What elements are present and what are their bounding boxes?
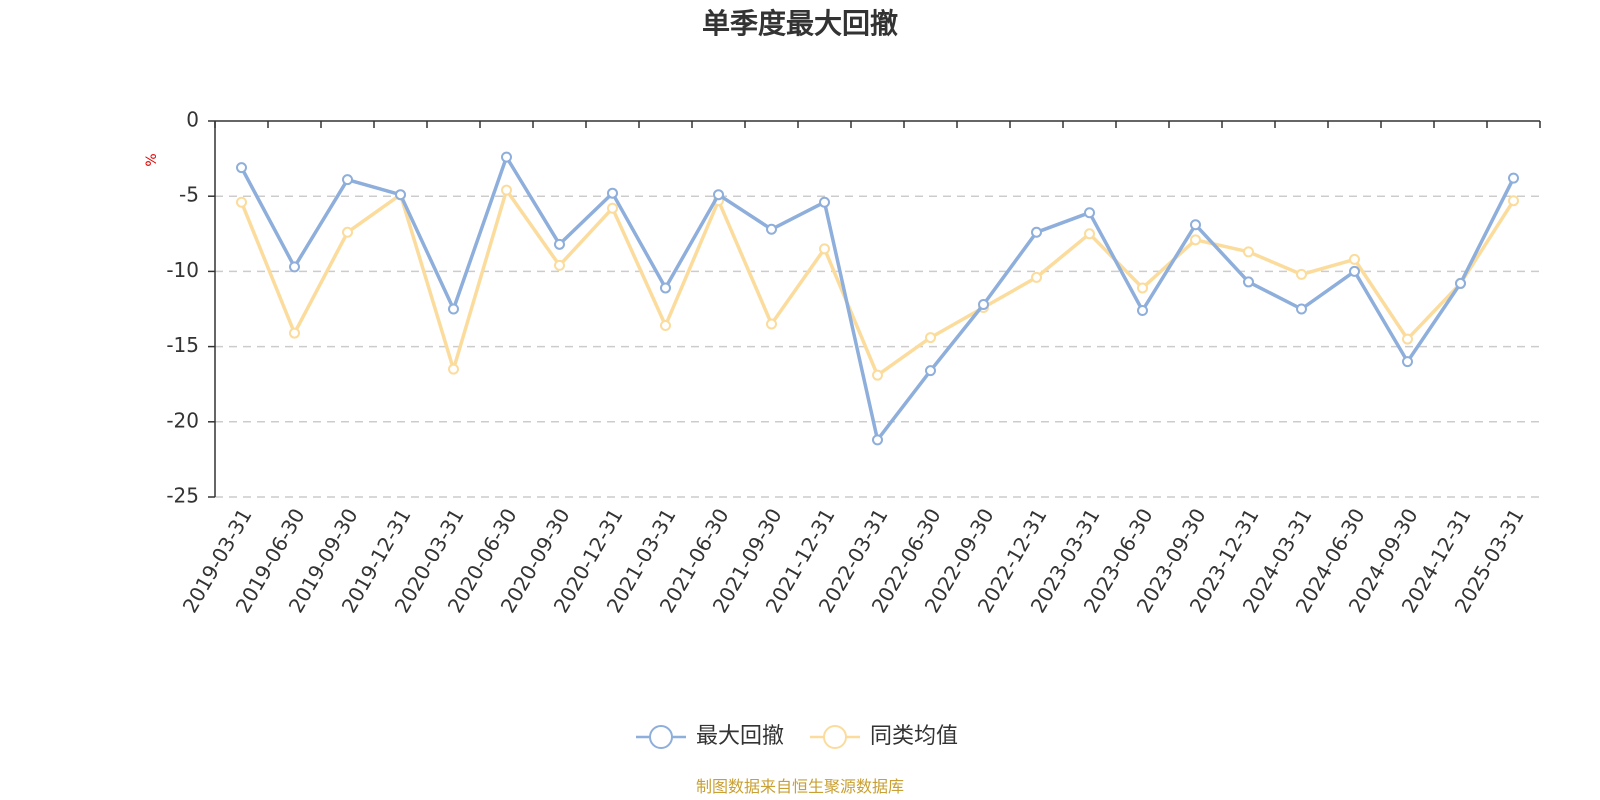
legend-marker (823, 725, 847, 749)
data-point[interactable] (872, 434, 883, 446)
legend-label: 最大回撤 (696, 724, 784, 749)
data-point[interactable] (925, 332, 936, 344)
legend-label: 同类均值 (870, 724, 958, 749)
data-point[interactable] (236, 162, 247, 174)
data-point[interactable] (1296, 268, 1307, 280)
data-point[interactable] (1402, 356, 1413, 368)
data-point[interactable] (1190, 219, 1201, 231)
data-point[interactable] (501, 151, 512, 163)
data-point[interactable] (1243, 246, 1254, 258)
axes: 0-5-10-15-20-252019-03-312019-06-302019-… (166, 108, 1541, 617)
data-point[interactable] (448, 303, 459, 315)
data-point[interactable] (1508, 172, 1519, 184)
data-point[interactable] (607, 202, 618, 214)
y-tick-label: -15 (166, 333, 199, 357)
y-tick-label: -10 (166, 258, 199, 282)
y-tick-label: -5 (179, 183, 199, 207)
series (236, 151, 1519, 446)
data-point[interactable] (289, 261, 300, 273)
data-point[interactable] (501, 184, 512, 196)
data-point[interactable] (819, 243, 830, 255)
data-point[interactable] (289, 327, 300, 339)
data-point[interactable] (395, 189, 406, 201)
data-point[interactable] (1137, 282, 1148, 294)
data-point[interactable] (925, 365, 936, 377)
data-point[interactable] (660, 320, 671, 332)
data-point[interactable] (1084, 228, 1095, 240)
data-point[interactable] (448, 363, 459, 375)
data-point[interactable] (1137, 305, 1148, 317)
data-point[interactable] (819, 196, 830, 208)
data-point[interactable] (872, 369, 883, 381)
y-axis-unit: % (144, 153, 160, 166)
legend[interactable]: 最大回撤 同类均值 (636, 724, 958, 749)
data-point[interactable] (978, 298, 989, 310)
data-point[interactable] (1508, 195, 1519, 207)
data-point[interactable] (1349, 265, 1360, 277)
y-tick-label: 0 (186, 108, 199, 132)
data-point[interactable] (342, 226, 353, 238)
legend-item[interactable]: 最大回撤 (636, 724, 784, 749)
legend-item[interactable]: 同类均值 (810, 724, 958, 749)
source-note: 制图数据来自恒生聚源数据库 (696, 777, 904, 796)
y-tick-label: -20 (166, 408, 199, 432)
data-point[interactable] (1349, 253, 1360, 265)
series-line (239, 188, 1515, 377)
data-point[interactable] (1243, 276, 1254, 288)
data-point[interactable] (554, 259, 565, 271)
data-point[interactable] (713, 189, 724, 201)
data-point[interactable] (342, 174, 353, 186)
data-point[interactable] (766, 318, 777, 330)
chart-title: 单季度最大回撤 (702, 7, 898, 40)
y-tick-label: -25 (166, 484, 199, 508)
data-point[interactable] (1296, 303, 1307, 315)
data-point[interactable] (1455, 277, 1466, 289)
data-point[interactable] (607, 187, 618, 199)
data-point[interactable] (766, 223, 777, 235)
data-point[interactable] (1031, 271, 1042, 283)
legend-marker (649, 725, 673, 749)
data-point[interactable] (1031, 226, 1042, 238)
data-point[interactable] (660, 282, 671, 294)
data-point[interactable] (236, 196, 247, 208)
data-point[interactable] (1190, 234, 1201, 246)
data-point[interactable] (554, 238, 565, 250)
data-point[interactable] (1402, 333, 1413, 345)
data-point[interactable] (1084, 207, 1095, 219)
grid (215, 195, 1540, 498)
